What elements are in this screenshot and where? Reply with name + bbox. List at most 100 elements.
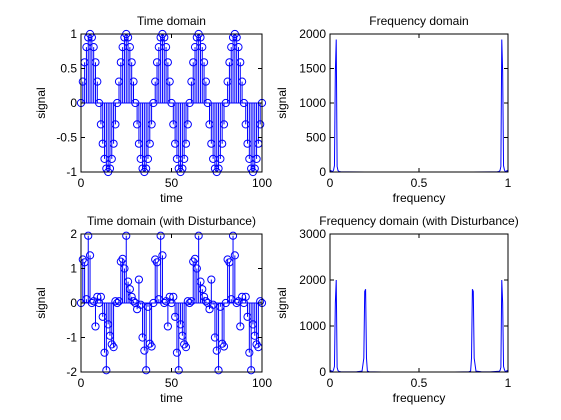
chart2-ylabel: signal [275,87,289,118]
chart1-ytick-label-4: 1 [70,27,77,41]
chart1-marker-48 [163,58,172,67]
chart3-marker-35 [140,346,149,355]
chart3-marker-29 [129,297,138,306]
chart3-marker-4 [84,231,93,240]
chart3-marker-44 [156,231,165,240]
chart2-ytick-label-1: 500 [306,131,326,145]
chart3-xtick-label-1: 50 [165,376,179,390]
chart3-marker-36 [142,366,151,375]
chart3-marker-94 [247,366,256,375]
chart1-marker-29 [129,77,138,86]
chart2-ytick-label-0: 0 [319,165,326,179]
chart3-marker-67 [198,285,207,294]
chart4-xtick-label-1: 0.5 [411,376,428,390]
chart1-marker-57 [180,154,189,163]
chart3-marker-26 [123,277,133,286]
chart1-xlabel: time [160,191,183,205]
chart3-marker-14 [102,366,111,375]
chart1-xtick-label-1: 50 [165,176,179,190]
chart3-xtick-label-0: 0 [78,376,85,390]
chart3-marker-25 [122,231,131,240]
chart3-marker-75 [212,346,221,355]
chart1-marker-39 [147,120,156,129]
chart3-marker-8 [91,322,100,331]
chart4-ylabel: signal [275,287,289,318]
chart1-marker-78 [218,139,227,148]
chart3-series [76,231,267,375]
chart3-marker-51 [169,292,178,301]
chart1-marker-68 [199,58,209,67]
chart2-xtick-label-2: 1 [505,176,512,190]
chart1-ytick-label-1: -0.5 [56,131,77,145]
chart4-axes [329,233,509,373]
chart3-xtick-label-2: 100 [252,376,272,390]
chart1: 0 50 100 -1 -0.5 0 0.5 1 Time domain time signal [34,14,272,205]
chart3-marker-69 [201,297,210,306]
chart4-xtick-label-0: 0 [327,376,334,390]
chart3-ytick-label-3: 1 [70,262,77,276]
chart3-ytick-label-0: -2 [66,365,77,379]
chart3-marker-99 [256,297,265,306]
chart1-marker-89 [237,77,247,86]
chart3-marker-84 [228,231,238,240]
chart1-marker-8 [91,58,100,67]
chart1-marker-38 [145,139,154,148]
chart1-ylabel: signal [34,87,48,118]
chart1-marker-17 [107,154,116,163]
chart3-ytick-label-4: 2 [70,227,77,241]
chart3-marker-85 [230,251,239,260]
chart3-ylabel: signal [34,287,48,318]
chart3-marker-27 [125,285,134,294]
chart3-marker-93 [245,348,254,357]
chart3-marker-32 [134,275,144,284]
chart4-xlabel: frequency [393,391,446,405]
chart3-marker-58 [181,343,191,352]
chart3-marker-13 [100,348,109,357]
chart3-marker-28 [127,292,136,301]
chart1-title: Time domain [137,14,206,28]
chart1-marker-69 [201,77,210,86]
chart3-ytick-label-2: 0 [70,296,77,310]
chart3-ytick-label-1: -1 [66,331,77,345]
chart4-title: Frequency domain (with Disturbance) [319,214,518,228]
chart1-marker-9 [93,77,102,86]
chart1-marker-18 [109,139,118,148]
chart1-ytick-label-0: -1 [66,165,77,179]
chart3-xlabel: time [160,391,183,405]
chart3: 0 50 100 -2 -1 0 1 2 Time domain (with Disturban… [34,214,272,405]
chart3-marker-65 [194,231,203,240]
chart1-marker-87 [234,43,243,52]
chart3-marker-68 [199,292,209,301]
chart2-xlabel: frequency [393,191,446,205]
chart1-marker-99 [256,120,265,129]
chart4-ytick-label-0: 0 [319,365,326,379]
chart4-ytick-label-3: 3000 [299,227,326,241]
chart3-marker-72 [207,275,216,284]
chart1-marker-49 [165,77,174,86]
chart1-marker-28 [127,58,136,67]
chart1-marker-88 [236,58,245,67]
chart1-marker-67 [198,43,207,52]
chart1-ytick-label-2: 0 [70,96,77,110]
chart3-title: Time domain (with Disturbance) [87,214,256,228]
chart3-marker-5 [85,251,95,260]
chart2-ytick-label-4: 2000 [299,27,326,41]
chart1-marker-37 [143,154,153,163]
chart1-marker-7 [89,43,98,52]
chart1-marker-77 [216,154,225,163]
chart3-marker-53 [172,348,182,357]
chart2-xtick-label-1: 0.5 [411,176,428,190]
chart3-marker-64 [192,264,201,273]
chart4-ytick-label-2: 2000 [299,273,326,287]
chart3-marker-66 [196,277,205,286]
chart1-marker-47 [161,43,171,52]
chart3-marker-11 [96,292,106,301]
chart2-axes [329,33,509,173]
chart2-ytick-label-3: 1500 [299,62,326,76]
chart1-marker-19 [111,120,120,129]
chart4-ytick-label-1: 1000 [299,319,326,333]
chart3-marker-39 [147,342,156,351]
chart3-marker-91 [241,292,250,301]
